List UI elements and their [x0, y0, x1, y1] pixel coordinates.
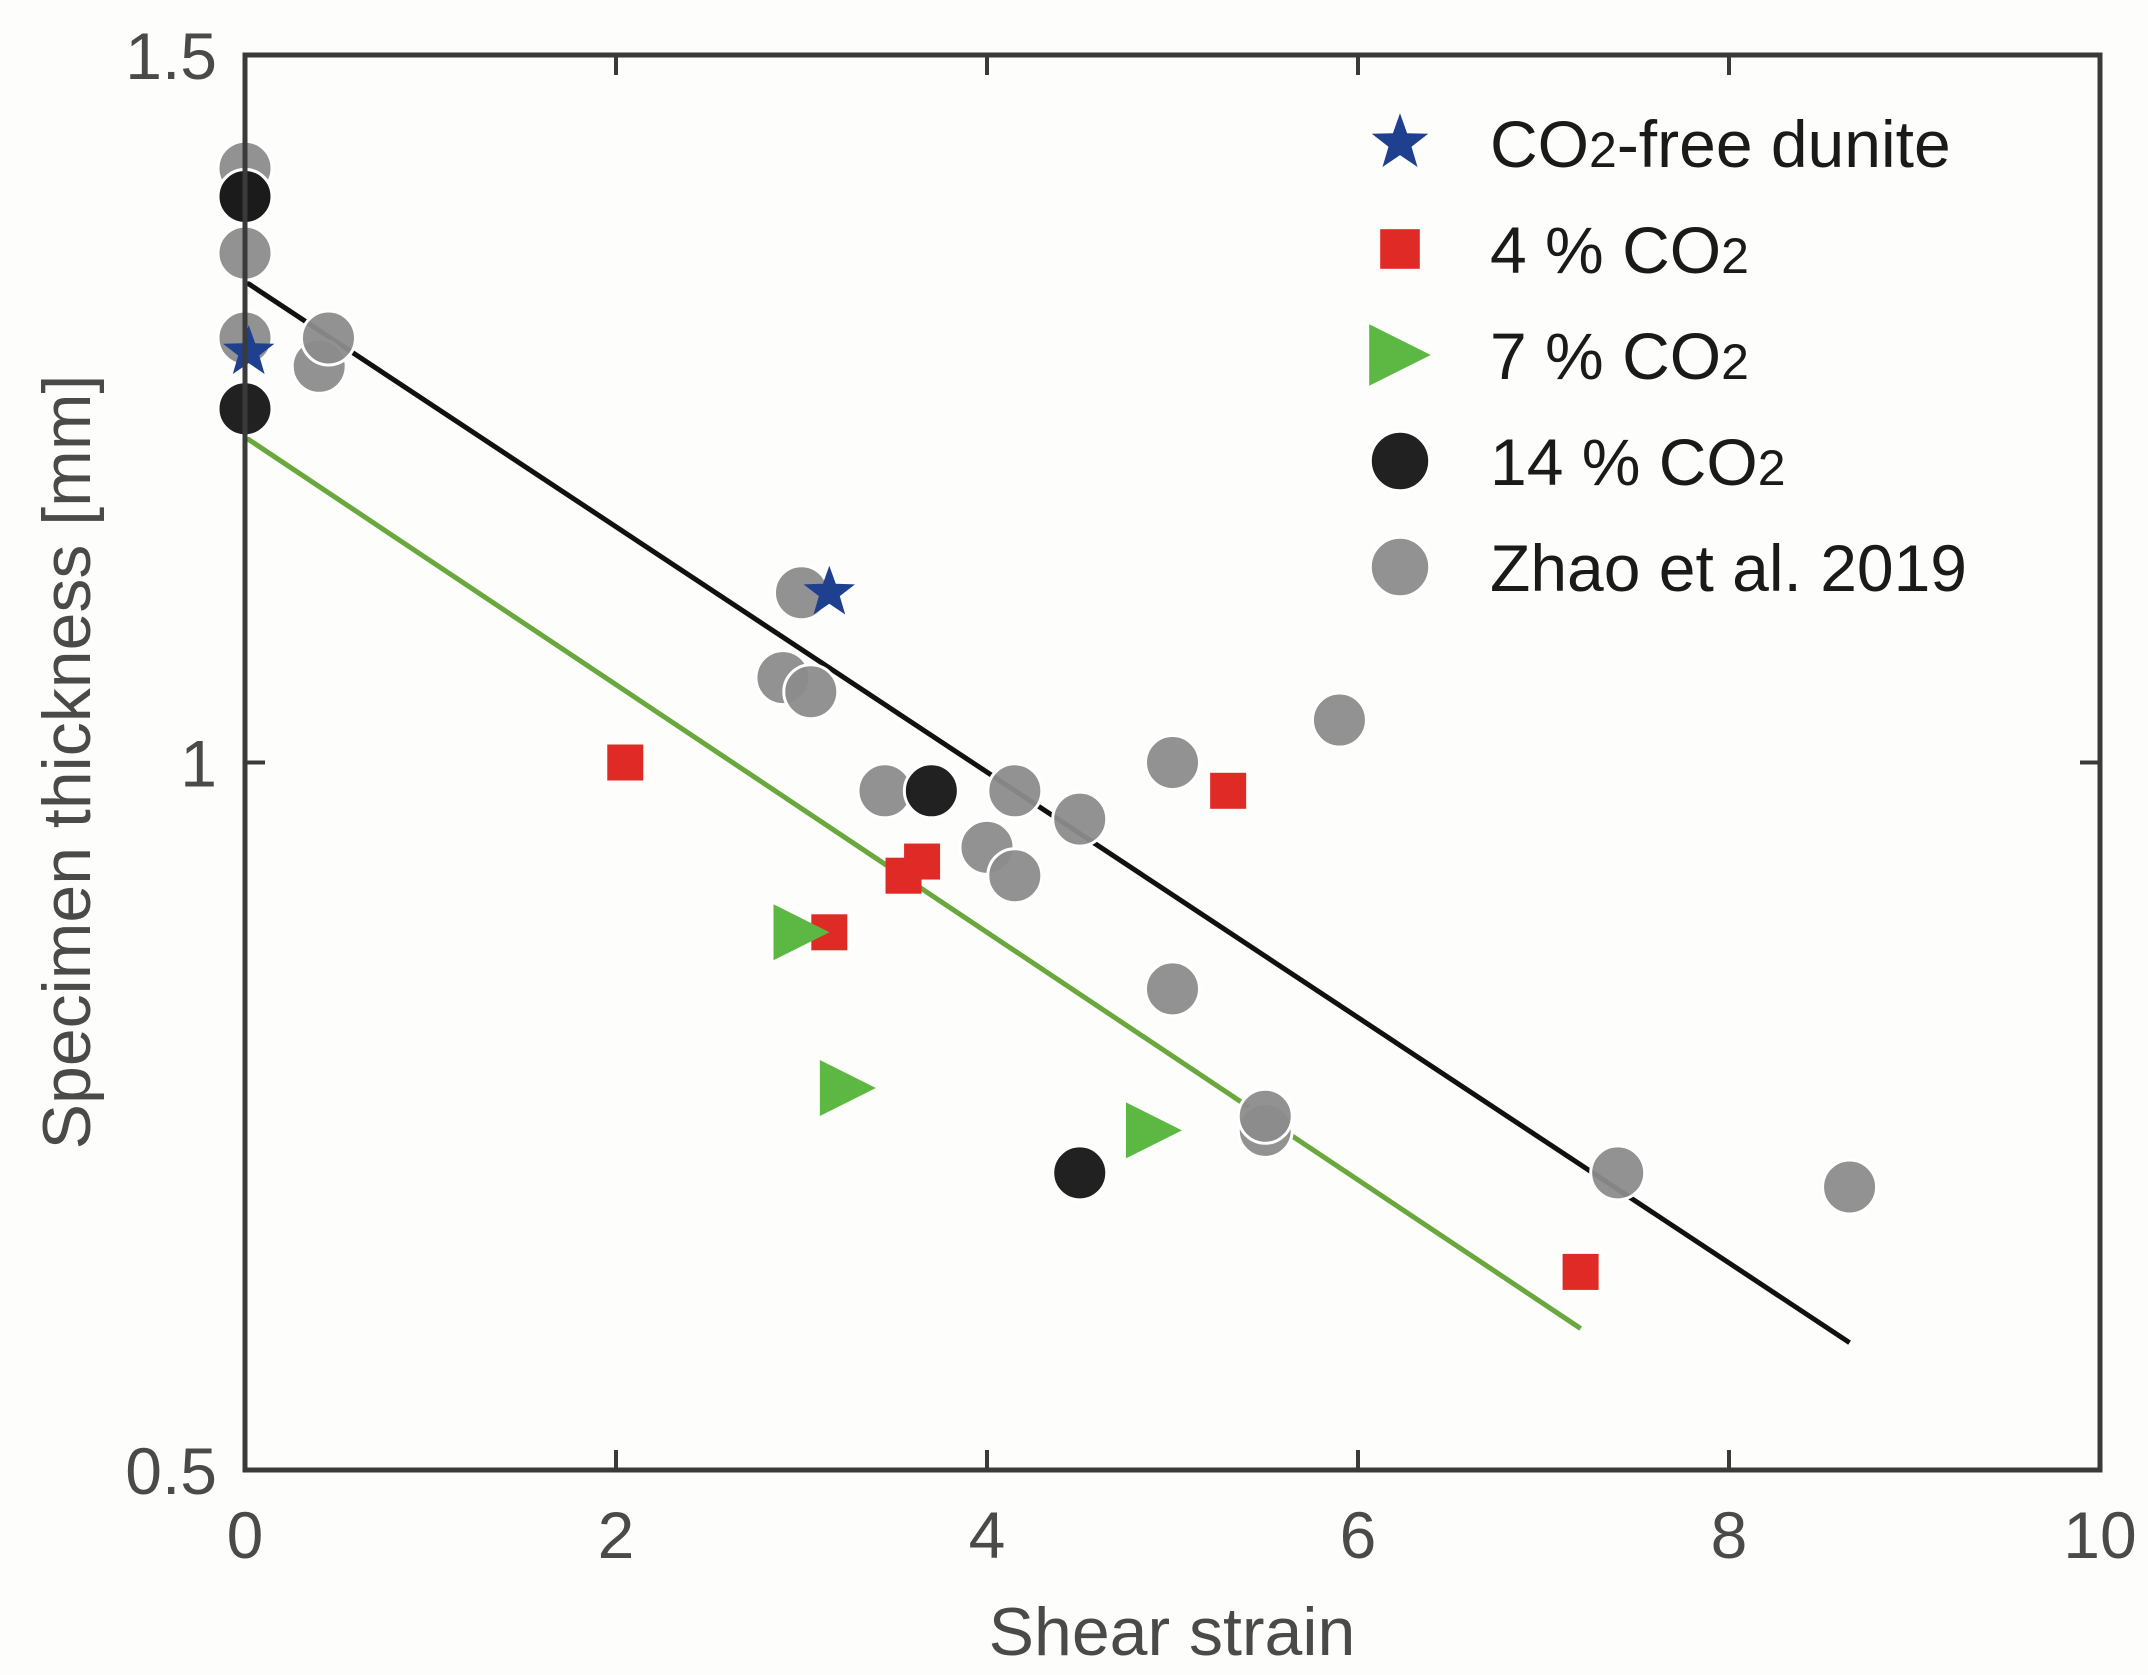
- legend-label-suffix: -free dunite: [1617, 107, 1951, 181]
- fit-zhao-line: [243, 279, 1851, 1345]
- legend-label-zhao-et-al-2019: Zhao et al. 2019: [1490, 531, 1967, 605]
- y-tick-label: 1.5: [125, 19, 217, 93]
- point-14-co2: [1051, 1144, 1109, 1202]
- point-co2-free-dunite: [223, 325, 275, 374]
- legend-label-14-co2: 14 % CO2: [1490, 425, 1786, 499]
- x-tick-label: 2: [598, 1498, 635, 1572]
- point-4-co2: [904, 843, 941, 880]
- point-zhao-et-al-2019: [299, 309, 357, 367]
- legend-marker-co2-free-dunite: [1371, 113, 1429, 167]
- ticks-group: 0 2 4 6 8 10 0.5 1 1.5: [125, 19, 2136, 1572]
- point-zhao-et-al-2019: [1310, 691, 1368, 749]
- y-tick-label: 0.5: [125, 1434, 217, 1508]
- legend-marker-7-co2: [1369, 324, 1431, 386]
- legend-label-subscript: 2: [1721, 228, 1749, 284]
- legend-marker-4-co2: [1380, 229, 1420, 269]
- point-zhao-et-al-2019: [1821, 1158, 1879, 1216]
- y-axis-label: Specimen thickness [mm]: [29, 375, 105, 1150]
- point-zhao-et-al-2019: [1144, 960, 1201, 1018]
- x-tick-label: 4: [969, 1498, 1006, 1572]
- legend-label-main: 7 % CO: [1490, 319, 1721, 393]
- legend-label-7-co2: 7 % CO2: [1490, 319, 1749, 393]
- legend-marker-14-co2: [1368, 429, 1432, 493]
- point-4-co2: [607, 744, 644, 781]
- point-7-co2: [819, 1059, 876, 1116]
- x-tick-label: 8: [1711, 1498, 1748, 1572]
- legend-label-main: CO: [1490, 107, 1589, 181]
- point-zhao-et-al-2019: [986, 762, 1044, 820]
- legend-label-co2-free-dunite: CO2-free dunite: [1490, 107, 1951, 181]
- legend-label-subscript: 2: [1758, 440, 1786, 496]
- point-14-co2: [902, 762, 960, 820]
- x-tick-label: 6: [1340, 1498, 1377, 1572]
- legend-label-subscript: 2: [1589, 122, 1617, 178]
- point-7-co2: [1125, 1102, 1182, 1159]
- point-co2-free-dunite: [803, 565, 855, 615]
- x-tick-label: 0: [227, 1498, 264, 1572]
- point-zhao-et-al-2019: [782, 663, 840, 721]
- point-zhao-et-al-2019: [1236, 1087, 1294, 1145]
- point-zhao-et-al-2019: [1051, 790, 1109, 848]
- legend-label-4-co2: 4 % CO2: [1490, 213, 1749, 287]
- legend-label-subscript: 2: [1721, 334, 1749, 390]
- x-tick-label: 10: [2063, 1498, 2136, 1572]
- legend-label-main: 14 % CO: [1490, 425, 1758, 499]
- point-7-co2: [773, 904, 830, 961]
- point-zhao-et-al-2019: [986, 847, 1044, 905]
- legend-label-main: Zhao et al. 2019: [1490, 531, 1967, 605]
- point-zhao-et-al-2019: [1144, 734, 1201, 791]
- point-4-co2: [1210, 772, 1247, 809]
- x-axis-label: Shear strain: [989, 1594, 1356, 1670]
- plot-frame: [242, 52, 2103, 1473]
- point-4-co2: [1562, 1253, 1599, 1290]
- legend-marker-zhao-et-al-2019: [1368, 535, 1432, 599]
- legend-label-main: 4 % CO: [1490, 213, 1721, 287]
- y-tick-label: 1: [180, 727, 217, 801]
- point-zhao-et-al-2019: [1589, 1144, 1647, 1202]
